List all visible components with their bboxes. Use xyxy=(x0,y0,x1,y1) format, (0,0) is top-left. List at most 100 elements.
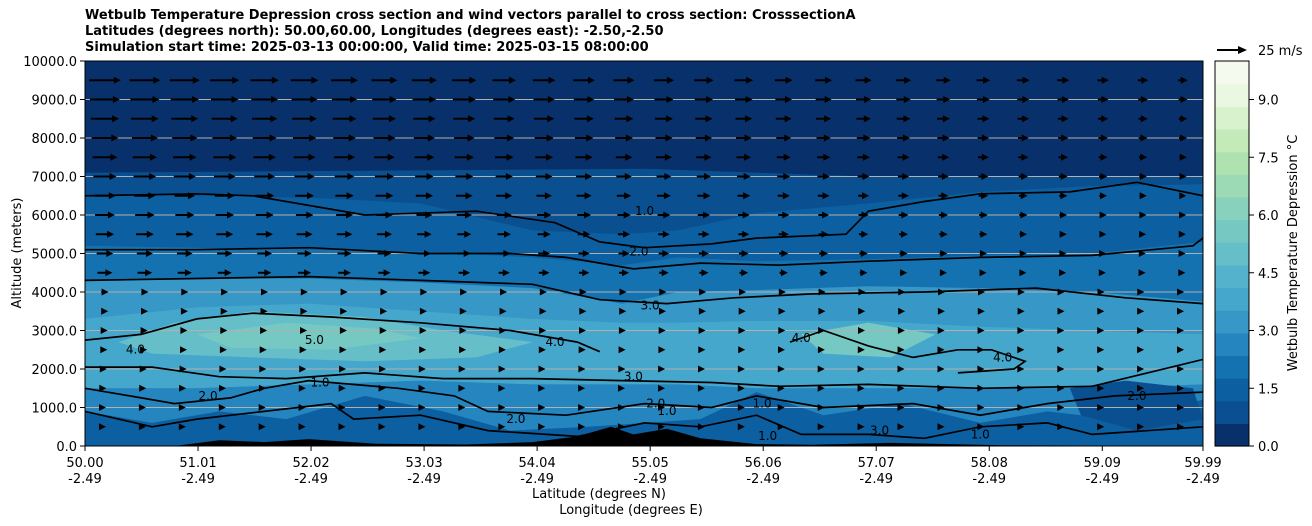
wind-arrow xyxy=(618,384,625,392)
wind-arrow xyxy=(738,307,746,315)
wind-arrow-head xyxy=(579,327,586,334)
colorbar-segment xyxy=(1215,106,1249,130)
wind-arrow xyxy=(695,115,713,123)
wind-arrow-head xyxy=(1020,230,1027,238)
wind-arrow xyxy=(141,288,149,296)
wind-arrow-head xyxy=(505,173,513,180)
contour-labels: 1.02.03.04.05.0 4.0 4.04.03.02.0 2.02.02.01… xyxy=(126,204,1147,443)
wind-arrow-head xyxy=(860,269,868,277)
wind-arrow xyxy=(819,269,828,277)
wind-arrow xyxy=(618,404,625,411)
wind-arrow xyxy=(180,327,188,334)
wind-arrow-head xyxy=(1020,211,1028,219)
wind-arrow xyxy=(1018,192,1028,200)
wind-arrow xyxy=(778,288,786,296)
contour-label: 1.0 xyxy=(753,397,772,411)
wind-arrow xyxy=(578,365,586,373)
wind-arrow-head xyxy=(1061,134,1069,142)
wind-arrow xyxy=(1139,173,1147,180)
wind-arrow-head xyxy=(109,173,117,180)
wind-arrow xyxy=(858,288,866,296)
wind-arrow xyxy=(170,96,199,103)
wind-arrow-head xyxy=(224,269,232,277)
wind-arrow-head xyxy=(230,134,237,142)
wind-arrow xyxy=(579,288,587,296)
wind-arrow xyxy=(778,211,790,219)
wind-arrow xyxy=(538,269,550,277)
wind-arrow xyxy=(1098,115,1109,123)
contour-2 xyxy=(85,379,1203,417)
wind-arrow-head xyxy=(418,365,426,373)
wind-arrow xyxy=(819,250,829,257)
wind-arrow xyxy=(1138,96,1148,103)
wind-arrow xyxy=(616,173,632,180)
wind-arrow-head xyxy=(350,96,358,103)
wind-arrow xyxy=(419,346,427,354)
wind-arrow-head xyxy=(465,192,473,200)
colorbar-segment xyxy=(1215,128,1249,153)
wind-arrow-head xyxy=(903,134,910,142)
wind-arrow xyxy=(698,307,706,315)
wind-arrow xyxy=(658,365,666,373)
wind-arrow xyxy=(1058,173,1068,180)
wind-arrow xyxy=(857,173,870,180)
wind-arrow-head xyxy=(703,211,710,219)
wind-arrow-head xyxy=(625,134,633,142)
wind-arrow xyxy=(1099,230,1107,238)
wind-arrow xyxy=(777,384,785,392)
wind-arrow-head xyxy=(1179,173,1187,180)
wind-arrow-head xyxy=(258,384,266,392)
wind-arrow-head xyxy=(704,153,712,161)
wind-arrow xyxy=(338,423,346,431)
wind-arrow xyxy=(374,153,395,161)
wind-arrow-head xyxy=(618,423,625,431)
wind-arrow xyxy=(254,173,276,180)
wind-arrow xyxy=(379,327,387,334)
wind-arrow xyxy=(659,288,667,296)
wind-arrow-head xyxy=(192,76,200,84)
wind-arrow xyxy=(977,327,985,334)
wind-arrow xyxy=(380,288,388,296)
wind-arrow-head xyxy=(345,230,353,238)
wind-arrow-head xyxy=(980,230,988,238)
wind-arrow-head xyxy=(980,211,988,219)
wind-key-arrow-head xyxy=(1238,46,1247,54)
wind-arrow-head xyxy=(269,134,277,142)
wind-arrow-head xyxy=(658,365,666,373)
wind-arrow-head xyxy=(389,115,396,123)
wind-arrow-head xyxy=(380,288,388,296)
wind-arrow-head xyxy=(783,173,791,180)
wind-arrow-head xyxy=(538,384,546,392)
wind-arrow-head xyxy=(742,211,750,219)
contour-label: 4.0 xyxy=(792,331,811,345)
wind-arrow xyxy=(939,230,948,238)
wind-arrow xyxy=(1177,288,1185,296)
wind-arrow-head xyxy=(146,230,154,238)
wind-arrow xyxy=(131,115,159,123)
wind-arrow xyxy=(858,307,866,315)
wind-arrow-head xyxy=(100,327,108,334)
wind-arrow xyxy=(694,76,714,84)
wind-arrow-head xyxy=(857,384,865,392)
wind-arrow xyxy=(457,250,471,257)
wind-arrow-head xyxy=(818,288,826,296)
wind-arrow-head xyxy=(459,346,467,354)
wind-arrow-head xyxy=(977,423,985,431)
wind-arrow xyxy=(500,288,507,296)
wind-arrow-head xyxy=(578,365,586,373)
wind-arrow xyxy=(618,327,626,334)
wind-arrow xyxy=(91,134,119,142)
wind-arrow-head xyxy=(459,307,467,315)
wind-arrow-head xyxy=(627,76,635,84)
x-tick-label-lat: 57.07 xyxy=(858,456,895,471)
wind-arrow-head xyxy=(1141,96,1148,103)
wind-arrow xyxy=(937,153,950,161)
wind-arrow-head xyxy=(1178,230,1186,238)
wind-arrow xyxy=(1179,192,1187,200)
wind-arrow xyxy=(492,76,516,84)
wind-arrow-head xyxy=(504,230,511,238)
wind-arrow-head xyxy=(737,365,745,373)
wind-arrow-head xyxy=(861,230,869,238)
y-tick-label: 8000.0 xyxy=(32,132,78,147)
wind-arrow xyxy=(817,423,825,431)
